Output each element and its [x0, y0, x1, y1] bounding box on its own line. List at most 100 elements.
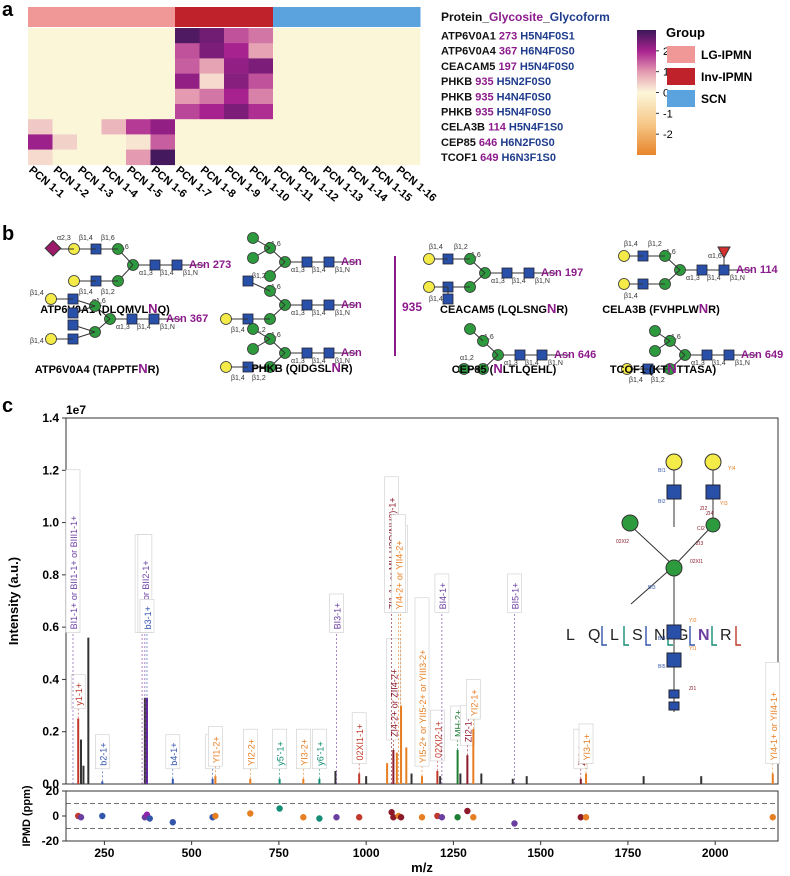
heatmap-cell [77, 88, 102, 105]
heatmap-cell [273, 134, 298, 150]
peak-label: BI4-1+ [438, 583, 448, 610]
asn-label: Asn 197 [541, 267, 583, 279]
group-bar-cell [395, 7, 421, 27]
heatmap-cell [224, 73, 249, 90]
group-bar-cell [126, 7, 151, 27]
linkage-label: β1,N [183, 270, 198, 277]
inset-peptide-box [668, 701, 680, 711]
heatmap-cell [248, 28, 274, 44]
heatmap-cell [248, 43, 274, 59]
heatmap-cell [395, 58, 421, 74]
peptide-residue: Q [588, 627, 600, 644]
header-sep-2: _ [542, 10, 550, 24]
heatmap-cell [175, 88, 200, 105]
caption-pre: ATP6V0A4 (TAPPTF [35, 364, 139, 376]
peak-label-box [272, 728, 287, 770]
glcnac-square [723, 349, 735, 361]
ipmd-point [464, 807, 471, 815]
row-site: 273 [499, 31, 520, 43]
fragment-bracket [689, 626, 695, 646]
heatmap-cell [322, 119, 347, 135]
linkage-label: β1,4 [624, 241, 638, 248]
fragment-bracket [623, 626, 629, 646]
group-bar-cell [224, 7, 249, 27]
heatmap-cell [395, 119, 421, 135]
heatmap-row-labels: ATP6V0A1 273 H5N4F0S1 ATP6V0A4 367 H6N4F0… [441, 31, 575, 165]
linkage-label: β1,4 [712, 360, 726, 367]
caption-glycosite: N [699, 301, 708, 316]
heatmap-cell [371, 58, 396, 74]
glcnac-square [301, 256, 313, 268]
inset-fragment-label: BI3 [648, 585, 656, 591]
peak-label: YI2-2+ [246, 739, 256, 766]
peak-label-box [765, 662, 781, 764]
peak-label-box [434, 573, 450, 613]
linkage-label: α1,3 [491, 278, 505, 285]
legend-label: SCN [701, 92, 726, 106]
linkage-label: β1,4 [512, 278, 526, 285]
peptide-residue: S [632, 627, 643, 644]
galactose-circle [45, 333, 57, 345]
caption-pre: CEP85 ( [452, 364, 494, 376]
peak-label-box [466, 679, 481, 720]
heatmap-cell [371, 104, 396, 120]
heatmap-cell [199, 28, 225, 44]
caption-glycosite: N [493, 361, 502, 376]
row-site: 197 [498, 61, 519, 73]
header-glycosite: Glycosite [489, 10, 543, 24]
linkage-label: β1,4 [79, 235, 93, 242]
asn-label: Asn [341, 256, 362, 268]
peak-label: MH-2+ [454, 710, 464, 737]
linkage-label: β1,4 [231, 375, 245, 382]
row-label: PHKB 935 H5N4F0S0 [441, 107, 551, 119]
heatmap-cell [77, 119, 102, 135]
linkage-label: β1,N [160, 324, 175, 331]
heatmap-cell [346, 73, 372, 90]
heatmap-cell [77, 73, 102, 90]
ipmd-point [582, 814, 590, 821]
heatmap-cell [322, 88, 347, 105]
linkage-label: β1,4 [624, 293, 638, 300]
heatmap-cell [297, 104, 323, 120]
y-tick-label: 1.0 [42, 516, 59, 530]
row-protein: CEP85 [441, 137, 479, 149]
galactose-circle [618, 278, 630, 290]
caption-post: R) [148, 364, 160, 376]
glcnac-square [323, 347, 335, 359]
heatmap-cell [101, 149, 127, 166]
heatmap-cell [395, 134, 421, 150]
galactose-circle [621, 363, 633, 375]
linkage-label: α2,3 [57, 235, 71, 242]
row-protein: ATP6V0A1 [441, 31, 499, 43]
caption-pre: TCOF1 (KT [610, 364, 668, 376]
caption-glycosite: N [148, 301, 157, 316]
heatmap-cell [126, 88, 151, 105]
heatmap-cell [224, 149, 249, 166]
heatmap-cell [395, 104, 421, 120]
inset-fragment-label: ZI1 [689, 686, 696, 692]
colorbar-tick-label: -2 [663, 129, 673, 141]
peak-label: b4-1+ [169, 742, 179, 765]
inset-monosaccharide [621, 514, 639, 532]
colorbar: 2 1 0 -1 -2 [637, 30, 673, 155]
row-label: ATP6V0A1 273 H5N4F0S1 [441, 31, 575, 43]
heatmap-cell [28, 88, 53, 105]
ipmd-point [577, 814, 585, 821]
peak-label: ZI4-2+ or ZII4-2+ [389, 669, 399, 737]
heatmap-cell [126, 149, 151, 166]
peak-label: 02XI2-1+ [433, 721, 443, 758]
row-protein: PHKB [441, 91, 475, 103]
row-glycoform: H4N4F0S0 [497, 91, 551, 103]
inset-fragment-label: YI2 [689, 618, 697, 624]
row-glycoform: H5N4F0S0 [497, 107, 551, 119]
row-protein: PHKB [441, 107, 475, 119]
peptide-residue: N [654, 627, 666, 644]
mannose-circle [247, 343, 259, 355]
heatmap-cell [52, 149, 78, 166]
heatmap-cell [297, 149, 323, 166]
row-label: CELA3B 114 H5N4F1S0 [441, 122, 563, 134]
caption-post: LTLQEHL) [503, 364, 557, 376]
heatmap-cell [297, 119, 323, 135]
glycopeptide-caption: ATP6V0A4 (TAPPTFNR) [35, 361, 160, 376]
peak-label-box [94, 734, 110, 770]
